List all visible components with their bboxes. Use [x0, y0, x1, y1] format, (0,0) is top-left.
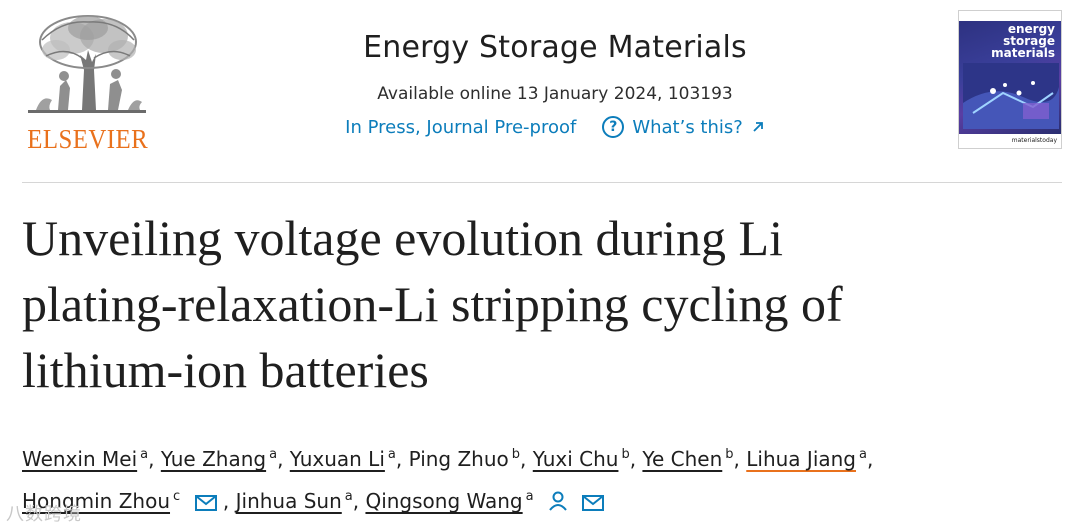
author-yuxuan-li[interactable]: Yuxuan Li a [289, 447, 396, 471]
author-yuxi-chu[interactable]: Yuxi Chu b [532, 447, 630, 471]
in-press-label: In Press, Journal Pre-proof [345, 116, 577, 138]
author-ye-chen[interactable]: Ye Chen b [642, 447, 734, 471]
header-divider [22, 182, 1062, 183]
cover-top-band [959, 11, 1061, 21]
author-hongmin-zhou[interactable]: Hongmin Zhou c [22, 489, 223, 513]
person-icon[interactable] [548, 491, 568, 511]
whats-this-link[interactable]: ? What’s this? [602, 116, 765, 138]
journal-title[interactable]: Energy Storage Materials [363, 30, 747, 65]
envelope-icon[interactable] [582, 495, 605, 511]
cover-title: energy storage materials [991, 22, 1055, 60]
author-yue-zhang[interactable]: Yue Zhang a [160, 447, 278, 471]
whats-this-label: What’s this? [632, 116, 743, 138]
article-status-row: In Press, Journal Pre-proof ? What’s thi… [300, 116, 810, 138]
author-lihua-jiang[interactable]: Lihua Jiang a [746, 447, 867, 471]
author-ping-zhuo[interactable]: Ping Zhuo b [408, 447, 521, 471]
tree-emblem-icon [28, 15, 146, 113]
author-list: Wenxin Mei a, Yue Zhang a, Yuxuan Li a, Pin… [22, 447, 874, 513]
cover-artwork [963, 63, 1059, 129]
watermark-text: 八数跨境 [6, 504, 82, 525]
journal-cover-thumbnail[interactable]: energy storage materials materialstoday [958, 10, 1062, 149]
elsevier-wordmark: ELSEVIER [27, 124, 149, 154]
arrow-up-right-icon [753, 122, 763, 132]
author-wenxin-mei[interactable]: Wenxin Mei a [22, 447, 149, 471]
availability-text: Available online 13 January 2024, 103193 [377, 84, 733, 104]
author-jinhua-sun[interactable]: Jinhua Sun a [235, 489, 353, 513]
envelope-icon[interactable] [194, 495, 217, 511]
cover-footer: materialstoday [959, 134, 1061, 148]
author-qingsong-wang[interactable]: Qingsong Wang a [365, 489, 605, 513]
question-circle-icon: ? [602, 116, 625, 138]
in-press-link[interactable]: In Press, Journal Pre-proof [345, 117, 576, 138]
elsevier-logo[interactable]: ELSEVIER [22, 10, 152, 160]
article-title: Unveiling voltage evolution during Li pl… [22, 210, 843, 398]
